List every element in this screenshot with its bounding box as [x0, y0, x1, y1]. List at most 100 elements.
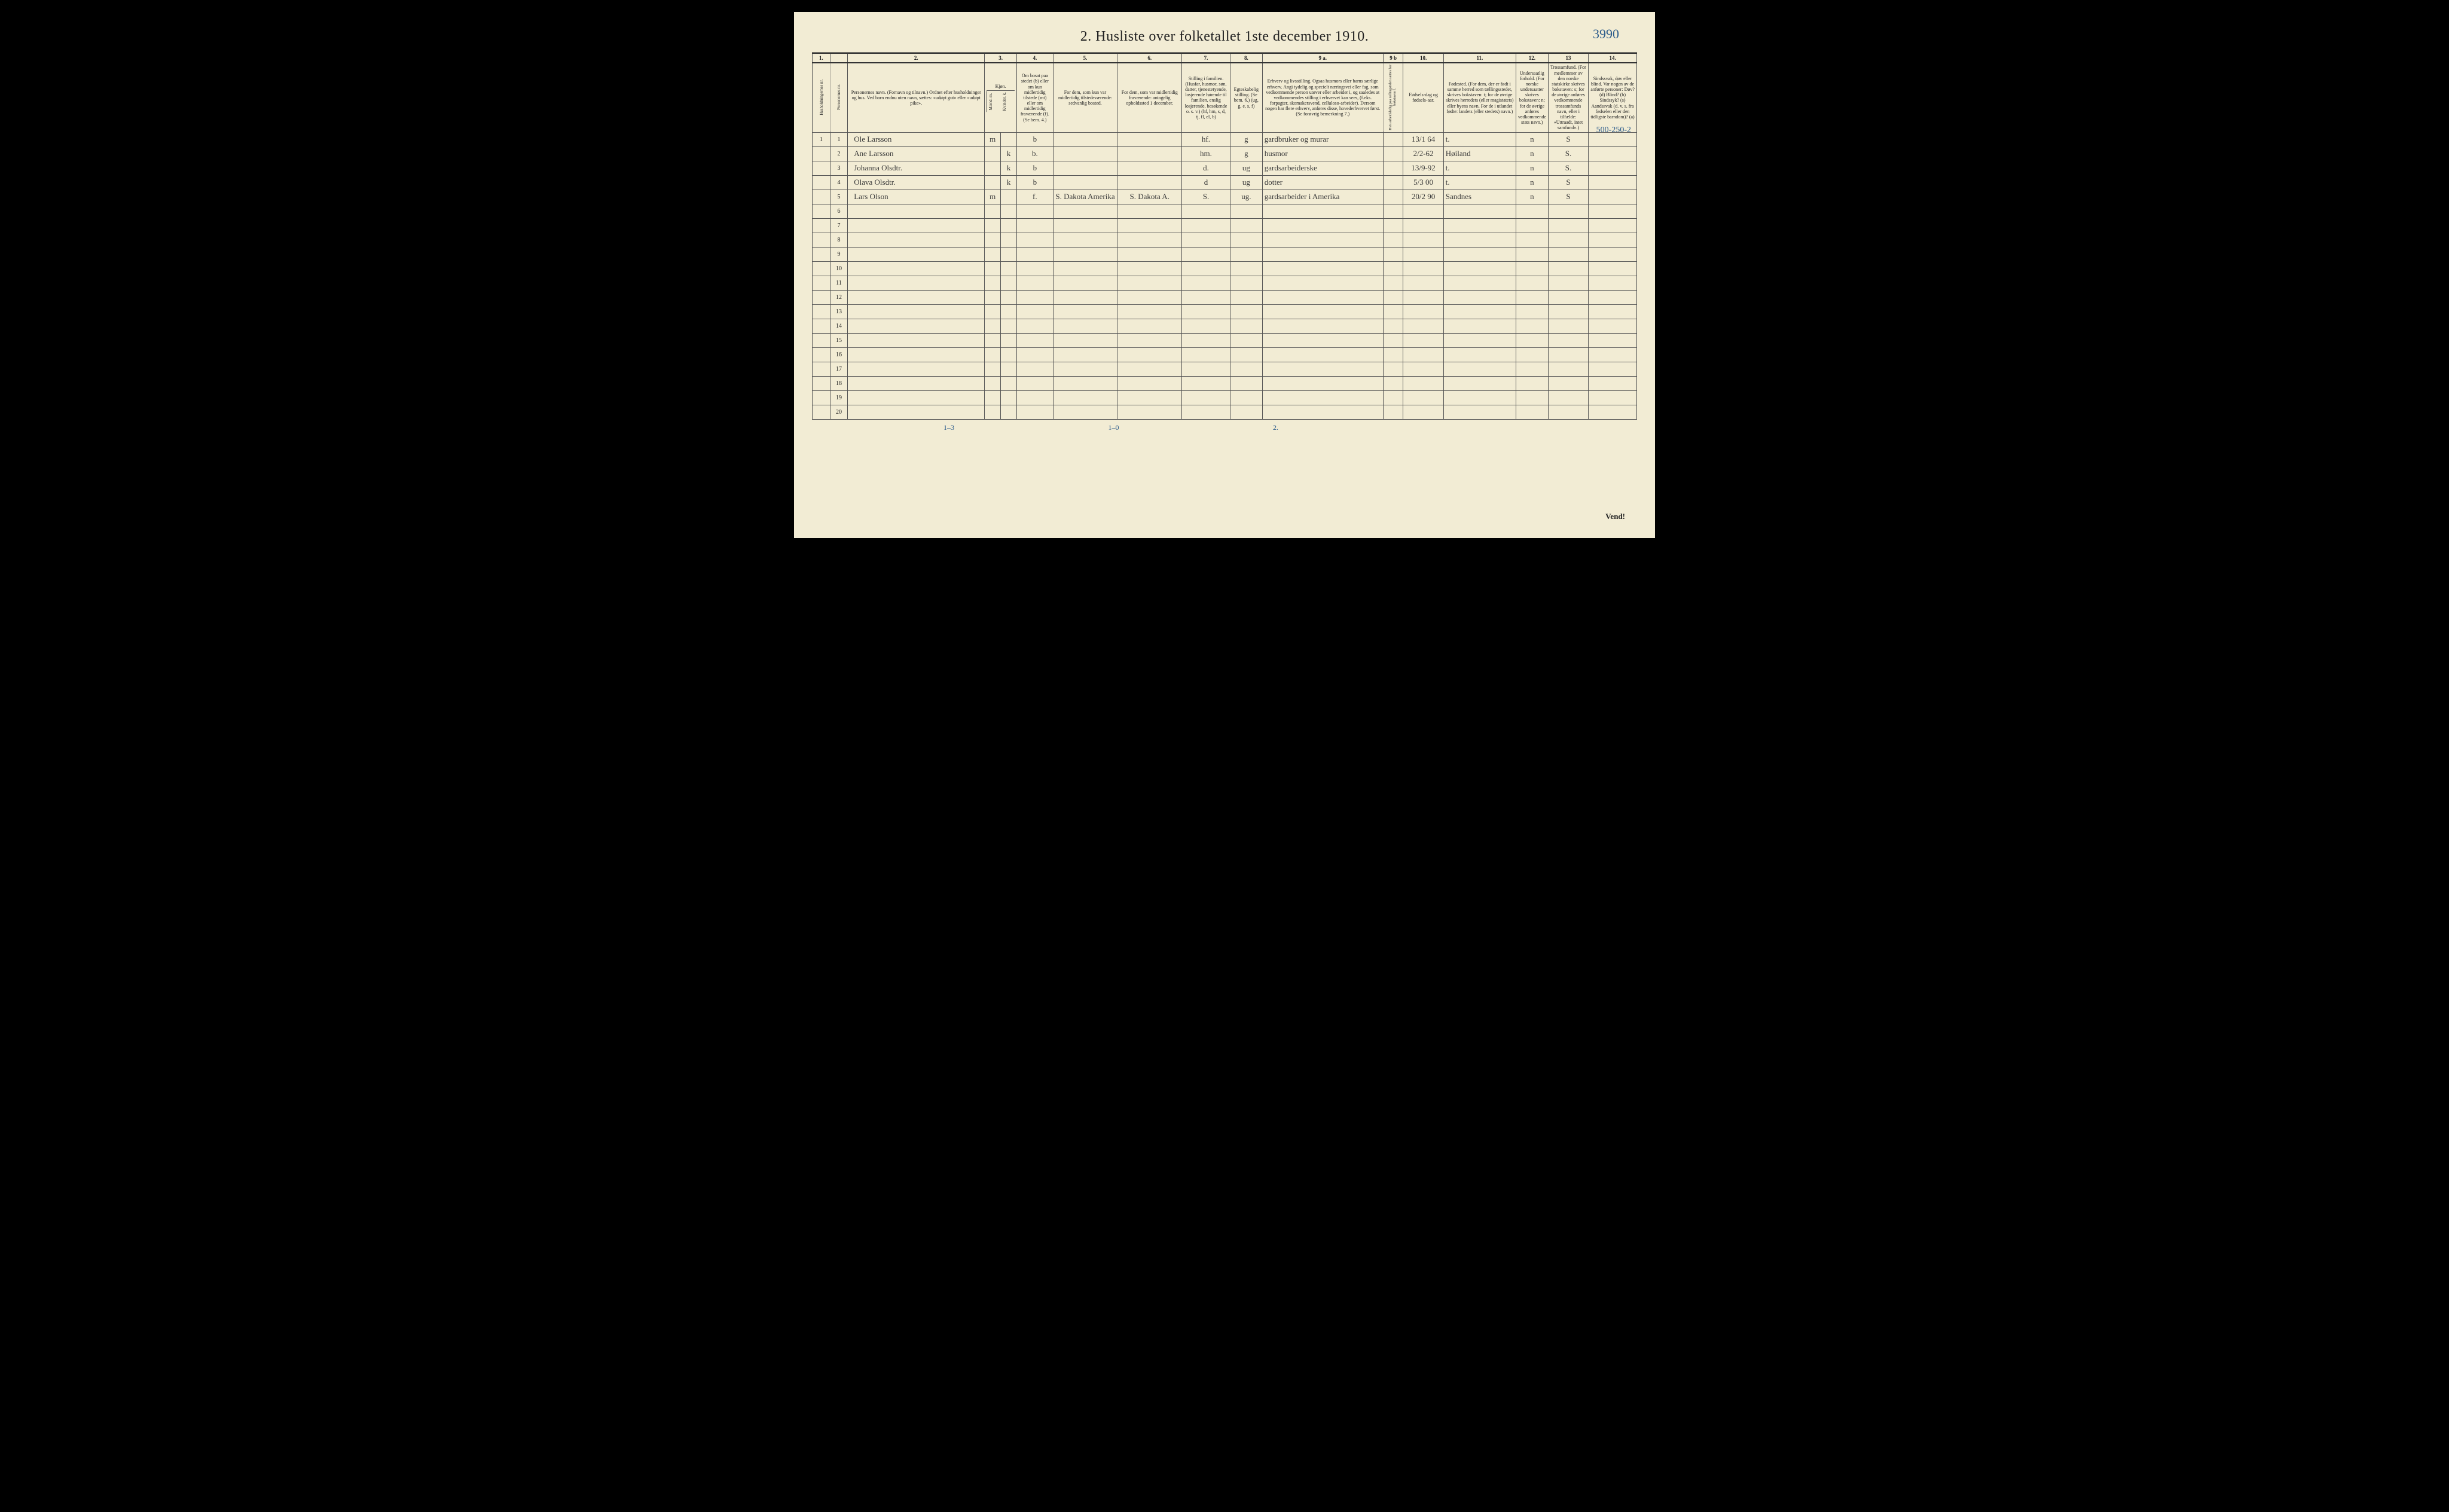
cell-household	[813, 290, 830, 304]
cell-absent	[1117, 132, 1182, 146]
cell-household	[813, 233, 830, 247]
cell-empty	[1230, 261, 1262, 276]
cell-person-nr: 13	[830, 304, 848, 319]
table-row: 3Johanna Olsdtr.kbd.uggardsarbeiderske13…	[813, 161, 1637, 175]
cell-empty	[1262, 233, 1383, 247]
col-number: 5.	[1053, 53, 1117, 63]
table-row-empty: 15	[813, 333, 1637, 347]
cell-dis	[1589, 175, 1637, 190]
cell-empty	[1017, 362, 1054, 376]
cell-empty	[1017, 261, 1054, 276]
cell-empty	[1053, 290, 1117, 304]
table-row-empty: 13	[813, 304, 1637, 319]
cell-empty	[1548, 261, 1588, 276]
cell-empty	[848, 390, 985, 405]
cell-place: t.	[1443, 132, 1516, 146]
cell-empty	[1548, 319, 1588, 333]
cell-nat: n	[1516, 190, 1548, 204]
cell-empty	[1053, 376, 1117, 390]
cell-dis	[1589, 146, 1637, 161]
cell-household	[813, 190, 830, 204]
cell-empty	[985, 276, 1001, 290]
cell-empty	[1053, 276, 1117, 290]
foot-note-left: 1–3	[943, 423, 954, 432]
cell-empty	[1001, 333, 1017, 347]
cell-empty	[1589, 319, 1637, 333]
cell-dis	[1589, 190, 1637, 204]
cell-empty	[1403, 276, 1443, 290]
cell-household	[813, 319, 830, 333]
col-number: 13	[1548, 53, 1588, 63]
cell-nat: n	[1516, 146, 1548, 161]
cell-person-nr: 17	[830, 362, 848, 376]
cell-household	[813, 175, 830, 190]
col-sex-m: Mænd. m.	[987, 91, 1001, 112]
cell-empty	[1516, 347, 1548, 362]
cell-empty	[1443, 333, 1516, 347]
cell-empty	[1262, 362, 1383, 376]
cell-household	[813, 146, 830, 161]
cell-empty	[1182, 390, 1230, 405]
cell-empty	[1516, 276, 1548, 290]
table-row-empty: 11	[813, 276, 1637, 290]
cell-person-nr: 2	[830, 146, 848, 161]
cell-res: b	[1017, 175, 1054, 190]
cell-empty	[1117, 390, 1182, 405]
col-number: 9 a.	[1262, 53, 1383, 63]
cell-empty	[1001, 290, 1017, 304]
col-number: 6.	[1117, 53, 1182, 63]
col-number	[830, 53, 848, 63]
cell-empty	[1230, 290, 1262, 304]
cell-empty	[1230, 276, 1262, 290]
cell-empty	[1230, 376, 1262, 390]
cell-empty	[1589, 362, 1637, 376]
cell-person-nr: 6	[830, 204, 848, 218]
cell-empty	[1182, 261, 1230, 276]
cell-empty	[1383, 261, 1403, 276]
cell-empty	[1548, 362, 1588, 376]
cell-empty	[1403, 362, 1443, 376]
cell-rel: S	[1548, 190, 1588, 204]
cell-empty	[1182, 290, 1230, 304]
cell-person-nr: 11	[830, 276, 848, 290]
cell-empty	[1403, 233, 1443, 247]
cell-place: t.	[1443, 161, 1516, 175]
cell-mar: g	[1230, 132, 1262, 146]
cell-empty	[1383, 290, 1403, 304]
cell-person-nr: 16	[830, 347, 848, 362]
foot-note-mid: 1–0	[1109, 423, 1119, 432]
cell-empty	[1117, 261, 1182, 276]
cell-empty	[1589, 390, 1637, 405]
cell-place: t.	[1443, 175, 1516, 190]
cell-sex-k	[1001, 190, 1017, 204]
cell-res: b	[1017, 161, 1054, 175]
cell-mar: ug	[1230, 175, 1262, 190]
cell-empty	[1001, 247, 1017, 261]
cell-empty	[1516, 390, 1548, 405]
cell-place: Høiland	[1443, 146, 1516, 161]
cell-empty	[1383, 304, 1403, 319]
cell-household	[813, 390, 830, 405]
cell-empty	[1516, 405, 1548, 419]
cell-occ: gardsarbeider i Amerika	[1262, 190, 1383, 204]
cell-absent	[1117, 175, 1182, 190]
col-number: 14.	[1589, 53, 1637, 63]
cell-empty	[1262, 276, 1383, 290]
cell-empty	[985, 304, 1001, 319]
census-table: 1.2.3.4.5.6.7.8.9 a.9 b10.11.12.1314. Hu…	[812, 52, 1637, 420]
table-row-empty: 20	[813, 405, 1637, 419]
col-number: 2.	[848, 53, 985, 63]
cell-unemp	[1383, 146, 1403, 161]
cell-empty	[1262, 204, 1383, 218]
cell-empty	[1443, 405, 1516, 419]
cell-empty	[1548, 233, 1588, 247]
col-temp-present: For dem, som kun var midlertidig tilsted…	[1053, 63, 1117, 132]
cell-empty	[1548, 333, 1588, 347]
cell-empty	[1001, 304, 1017, 319]
cell-empty	[1230, 247, 1262, 261]
cell-person-nr: 7	[830, 218, 848, 233]
cell-empty	[1001, 218, 1017, 233]
cell-person-nr: 3	[830, 161, 848, 175]
cell-fam: d.	[1182, 161, 1230, 175]
cell-occ: husmor	[1262, 146, 1383, 161]
